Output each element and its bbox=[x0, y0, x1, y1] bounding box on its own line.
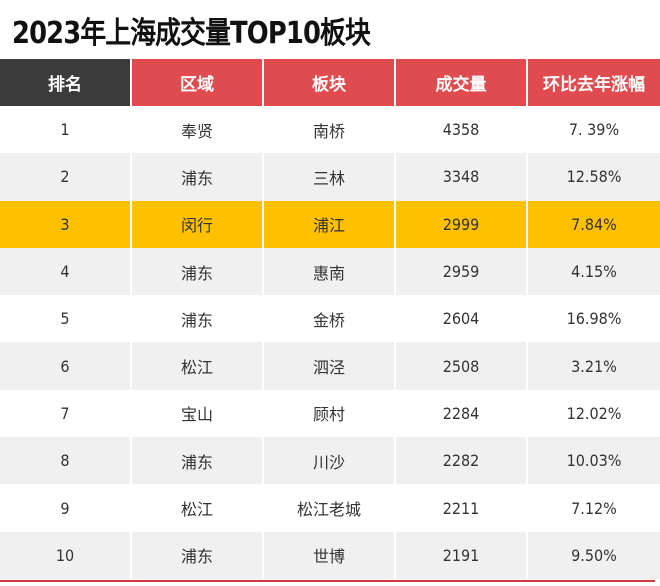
table-row: 10 浦东 世博 2191 9.50% bbox=[0, 531, 660, 579]
block-cell: 世博 bbox=[264, 531, 394, 579]
rank-cell: 3 bbox=[0, 200, 130, 248]
table-row: 5 浦东 金桥 2604 16.98% bbox=[0, 295, 660, 343]
district-cell: 奉贤 bbox=[132, 106, 262, 154]
block-cell: 三林 bbox=[264, 153, 394, 201]
district-cell: 浦东 bbox=[132, 531, 262, 579]
rank-cell: 7 bbox=[0, 389, 130, 438]
table-header: 排名 区域 板块 成交量 环比去年涨幅 bbox=[0, 59, 660, 106]
table-row: 8 浦东 川沙 2282 10.03% bbox=[0, 437, 660, 485]
district-cell: 松江 bbox=[132, 484, 262, 532]
volume-cell: 2284 bbox=[396, 389, 526, 438]
volume-cell: 3348 bbox=[396, 153, 526, 201]
table-row: 7 宝山 顾村 2284 12.02% bbox=[0, 389, 660, 438]
ranking-table: 排名 区域 板块 成交量 环比去年涨幅 1 奉贤 南桥 4358 7. 39% … bbox=[0, 59, 660, 579]
district-cell: 浦东 bbox=[132, 437, 262, 485]
header-volume: 成交量 bbox=[396, 59, 526, 106]
volume-cell: 2191 bbox=[396, 531, 526, 579]
rank-cell: 9 bbox=[0, 484, 130, 532]
block-cell: 泗泾 bbox=[264, 342, 394, 390]
volume-cell: 4358 bbox=[396, 106, 526, 154]
block-cell: 松江老城 bbox=[264, 484, 394, 532]
change-cell: 12.58% bbox=[528, 153, 660, 201]
block-cell: 浦江 bbox=[264, 200, 394, 248]
change-cell: 7. 39% bbox=[528, 106, 660, 154]
header-block: 板块 bbox=[264, 59, 394, 106]
rank-cell: 5 bbox=[0, 295, 130, 343]
header-district: 区域 bbox=[132, 59, 262, 106]
volume-cell: 2211 bbox=[396, 484, 526, 532]
block-cell: 川沙 bbox=[264, 437, 394, 485]
volume-cell: 2999 bbox=[396, 200, 526, 248]
change-cell: 4.15% bbox=[528, 247, 660, 296]
block-cell: 金桥 bbox=[264, 295, 394, 343]
rank-cell: 6 bbox=[0, 342, 130, 390]
change-cell: 7.12% bbox=[528, 484, 660, 532]
district-cell: 宝山 bbox=[132, 389, 262, 438]
volume-cell: 2959 bbox=[396, 247, 526, 296]
rank-cell: 1 bbox=[0, 106, 130, 154]
rank-cell: 10 bbox=[0, 531, 130, 579]
block-cell: 惠南 bbox=[264, 247, 394, 296]
table-bottom-divider bbox=[0, 580, 655, 582]
page-title: 2023年上海成交量TOP10板块 bbox=[12, 16, 371, 51]
rank-cell: 8 bbox=[0, 437, 130, 485]
volume-cell: 2282 bbox=[396, 437, 526, 485]
block-cell: 南桥 bbox=[264, 106, 394, 154]
change-cell: 3.21% bbox=[528, 342, 660, 390]
table-row: 9 松江 松江老城 2211 7.12% bbox=[0, 484, 660, 532]
block-cell: 顾村 bbox=[264, 389, 394, 438]
district-cell: 松江 bbox=[132, 342, 262, 390]
district-cell: 浦东 bbox=[132, 153, 262, 201]
volume-cell: 2604 bbox=[396, 295, 526, 343]
change-cell: 16.98% bbox=[528, 295, 660, 343]
district-cell: 浦东 bbox=[132, 247, 262, 296]
header-rank: 排名 bbox=[0, 59, 130, 106]
district-cell: 浦东 bbox=[132, 295, 262, 343]
district-cell: 闵行 bbox=[132, 200, 262, 248]
table-row: 2 浦东 三林 3348 12.58% bbox=[0, 153, 660, 201]
change-cell: 7.84% bbox=[528, 200, 660, 248]
table-row: 1 奉贤 南桥 4358 7. 39% bbox=[0, 106, 660, 154]
rank-cell: 2 bbox=[0, 153, 130, 201]
table-row: 6 松江 泗泾 2508 3.21% bbox=[0, 342, 660, 390]
change-cell: 10.03% bbox=[528, 437, 660, 485]
volume-cell: 2508 bbox=[396, 342, 526, 390]
table-row-highlighted: 3 闵行 浦江 2999 7.84% bbox=[0, 200, 660, 248]
change-cell: 9.50% bbox=[528, 531, 660, 579]
header-change: 环比去年涨幅 bbox=[528, 59, 660, 106]
table-row: 4 浦东 惠南 2959 4.15% bbox=[0, 247, 660, 296]
rank-cell: 4 bbox=[0, 247, 130, 296]
change-cell: 12.02% bbox=[528, 389, 660, 438]
